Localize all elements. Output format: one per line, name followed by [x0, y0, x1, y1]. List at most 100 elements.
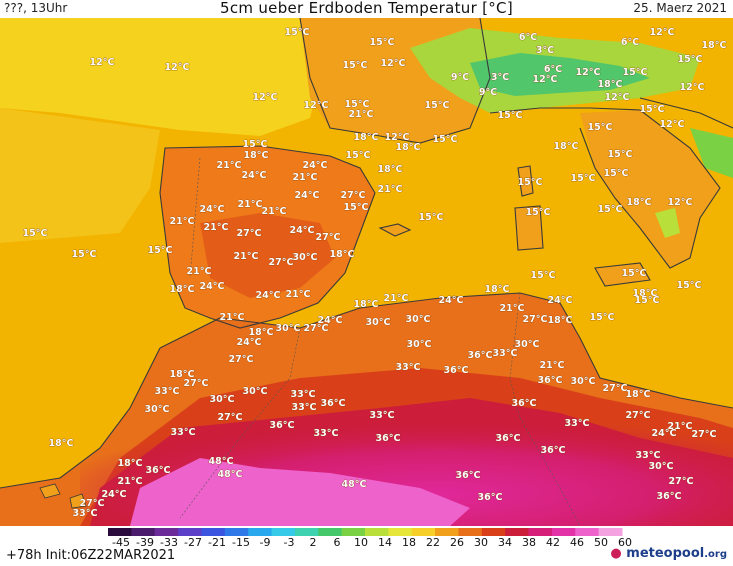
coast-morocco-atlantic [0, 347, 161, 489]
temperature-label: 33°C [291, 389, 316, 400]
colorbar-tick-label: 38 [522, 536, 536, 546]
temperature-label: 15°C [148, 245, 173, 256]
colorbar-tick-label: 10 [354, 536, 368, 546]
colorbar-swatch [154, 528, 179, 536]
atlantic-west-region [0, 108, 160, 243]
temperature-label: 21°C [293, 172, 318, 183]
temperature-label: 21°C [187, 266, 212, 277]
temperature-label: 15°C [23, 228, 48, 239]
temperature-label: 30°C [571, 376, 596, 387]
colorbar-swatch [365, 528, 389, 536]
temperature-label: 18°C [249, 327, 274, 338]
border-algeria-libya [519, 417, 581, 526]
colorbar-swatch [528, 528, 553, 536]
temperature-label: 21°C [118, 476, 143, 487]
colorbar-swatch [271, 528, 296, 536]
coast-corsica [517, 165, 534, 197]
colorbar-tick-label: 30 [474, 536, 488, 546]
colorbar-swatch [598, 528, 623, 536]
border-spain-portugal [189, 157, 201, 279]
temperature-label: 6°C [621, 37, 639, 48]
temperature-label: 15°C [677, 280, 702, 291]
temperature-label: 15°C [498, 110, 523, 121]
header-bar: ???, 13Uhr 5cm ueber Erdboden Temperatur… [0, 0, 733, 18]
logo-text: meteopool [626, 546, 705, 561]
temperature-label: 24°C [439, 295, 464, 306]
temperature-label: 15°C [433, 134, 458, 145]
temperature-label: 21°C [384, 293, 409, 304]
temperature-label: 6°C [544, 64, 562, 75]
colorbar-tick-label: 46 [570, 536, 584, 546]
corsica-region [518, 166, 533, 196]
temperature-label: 15°C [590, 312, 615, 323]
colorbar-tick-label: -27 [184, 536, 202, 546]
temperature-map: 15°C15°C 6°C3°C6°C12°C18°C12°C 12°C 15°C 12°… [0, 18, 733, 526]
temperature-label: 15°C [419, 212, 444, 223]
colorbar-tick-label: 42 [546, 536, 560, 546]
country-borders [179, 157, 581, 526]
colorbar-swatch [248, 528, 273, 536]
temperature-label: 48°C [209, 456, 234, 467]
colorbar-tick-label: 50 [594, 536, 608, 546]
temperature-label: 15°C [571, 173, 596, 184]
temperature-label: 15°C [344, 202, 369, 213]
temperature-label: 36°C [478, 492, 503, 503]
colorbar-tick-label: -45 [112, 536, 130, 546]
meteopool-logo[interactable]: ● meteopool.org [610, 546, 727, 561]
temperature-label: 18°C [633, 288, 658, 299]
temperature-label: 21°C [262, 206, 287, 217]
temperature-label: 15°C [640, 104, 665, 115]
temperature-label: 18°C [554, 141, 579, 152]
temperature-label: 21°C [220, 312, 245, 323]
temperature-label: 36°C [456, 470, 481, 481]
temperature-label: 21°C [378, 184, 403, 195]
temperature-label: 15°C [370, 37, 395, 48]
forecast-time-label: ???, 13Uhr [4, 1, 68, 15]
temperature-label: 24°C [652, 428, 677, 439]
temperature-label: 12°C [605, 92, 630, 103]
map-title: 5cm ueber Erdboden Temperatur [°C] [220, 0, 513, 17]
temperature-label: 18°C [548, 315, 573, 326]
colorbar-tick-label: 2 [310, 536, 317, 546]
temperature-label: 24°C [295, 190, 320, 201]
temperature-label: 30°C [366, 317, 391, 328]
sahara-extreme-region [130, 458, 470, 526]
temperature-label: 33°C [396, 362, 421, 373]
temperature-label: 21°C [217, 160, 242, 171]
temperature-label: 15°C [518, 177, 543, 188]
temperature-label: 48°C [342, 479, 367, 490]
temperature-label: 33°C [171, 427, 196, 438]
temperature-label: 15°C [243, 139, 268, 150]
colorbar-tick-label: 34 [498, 536, 512, 546]
coast-italy [489, 107, 721, 269]
temperature-label: 30°C [515, 339, 540, 350]
temperature-labels: 15°C15°C 6°C3°C6°C12°C18°C12°C 12°C 15°C 12°… [22, 27, 727, 520]
colorbar-tick-label: -33 [160, 536, 178, 546]
temperature-label: 36°C [468, 350, 493, 361]
temperature-label: 24°C [256, 290, 281, 301]
temperature-label: 30°C [276, 323, 301, 334]
colorbar-tick-label: -3 [284, 536, 295, 546]
temperature-label: 21°C [286, 289, 311, 300]
temperature-label: 24°C [242, 170, 267, 181]
logo-tld: .org [704, 549, 727, 560]
colorbar-tick-label: 26 [450, 536, 464, 546]
sardinia-region [515, 206, 543, 250]
border-morocco-algeria [179, 327, 301, 519]
temperature-label: 33°C [636, 450, 661, 461]
temperature-label: 24°C [303, 160, 328, 171]
colorbar-swatch [178, 528, 202, 536]
temperature-label: 30°C [293, 252, 318, 263]
temperature-label: 15°C [72, 249, 97, 260]
temperature-label: 27°C [80, 498, 105, 509]
colorbar-swatch [318, 528, 343, 536]
italy-region [580, 110, 720, 268]
colorbar-tick-label: -9 [260, 536, 271, 546]
coast-sardinia [514, 205, 544, 251]
temperature-label: 27°C [316, 232, 341, 243]
temperature-label: 36°C [541, 445, 566, 456]
temperature-label: 18°C [118, 458, 143, 469]
colorbar-swatch [108, 528, 132, 536]
atlantic-south-region [0, 258, 185, 488]
iberia-hot-region [200, 213, 335, 298]
